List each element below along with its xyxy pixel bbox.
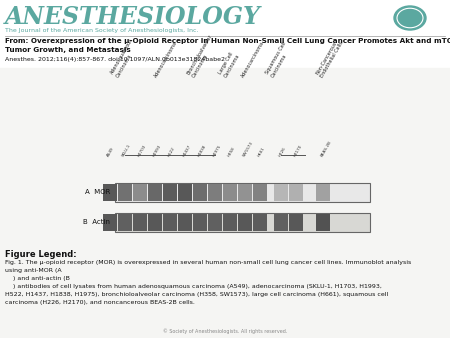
Bar	[115, 183, 370, 202]
Text: B  Actin: B Actin	[83, 219, 110, 225]
Bar	[133, 214, 148, 231]
Text: H1703: H1703	[137, 144, 147, 158]
Bar	[103, 214, 117, 231]
Text: ANESTHESIOLOGY: ANESTHESIOLOGY	[5, 5, 261, 29]
Bar	[118, 214, 132, 231]
Bar	[178, 184, 193, 201]
Bar	[178, 214, 193, 231]
Text: using anti-MOR (A: using anti-MOR (A	[5, 268, 62, 273]
Bar	[148, 214, 162, 231]
Text: ) antibodies of cell lysates from human adenosquamous carcinoma (A549), adenocar: ) antibodies of cell lysates from human …	[5, 284, 382, 289]
Bar	[253, 214, 267, 231]
Bar	[316, 184, 330, 201]
Text: BEAS-2B: BEAS-2B	[320, 140, 332, 158]
Bar	[193, 184, 207, 201]
Bar	[274, 214, 288, 231]
Bar	[163, 214, 177, 231]
Text: H1838: H1838	[197, 144, 207, 158]
Bar	[103, 184, 117, 201]
Text: H1993: H1993	[152, 144, 162, 158]
Bar	[148, 184, 162, 201]
Bar	[163, 184, 177, 201]
Text: H358: H358	[227, 147, 236, 158]
Text: Adenocarcinoma: Adenocarcinoma	[241, 40, 266, 78]
Text: H522: H522	[166, 147, 176, 158]
Bar	[208, 214, 222, 231]
Text: Large Cell
Carcinoma: Large Cell Carcinoma	[218, 50, 240, 78]
Text: The Journal of the American Society of Anesthesiologists, Inc.: The Journal of the American Society of A…	[5, 28, 198, 33]
Bar	[193, 214, 207, 231]
Text: Fig. 1. The μ-opioid receptor (MOR) is overexpressed in several human non-small : Fig. 1. The μ-opioid receptor (MOR) is o…	[5, 260, 411, 265]
Bar	[238, 214, 252, 231]
Bar	[223, 184, 238, 201]
Text: SKLU-1: SKLU-1	[122, 144, 132, 158]
Text: ) and anti-actin (B: ) and anti-actin (B	[5, 276, 70, 281]
Text: H1975: H1975	[212, 144, 222, 158]
Text: Non-Cancerous
Endothelial Cells: Non-Cancerous Endothelial Cells	[315, 38, 344, 78]
Bar	[208, 184, 222, 201]
Circle shape	[394, 6, 426, 30]
Bar	[223, 214, 238, 231]
Bar	[0, 68, 450, 338]
Bar	[274, 184, 288, 201]
Bar	[133, 184, 148, 201]
Text: Adenocarcinoma: Adenocarcinoma	[153, 40, 178, 78]
Text: SW1573: SW1573	[242, 141, 254, 158]
Bar	[289, 184, 303, 201]
Text: carcinoma (H226, H2170), and noncancerous BEAS-2B cells.: carcinoma (H226, H2170), and noncancerou…	[5, 300, 195, 305]
Bar	[0, 0, 450, 75]
Bar	[238, 184, 252, 201]
Text: A  MOR: A MOR	[85, 190, 110, 195]
Text: Anesthes. 2012;116(4):857-867. doi:10.1097/ALN.0b013e31824babe2: Anesthes. 2012;116(4):857-867. doi:10.10…	[5, 57, 225, 62]
Text: H226: H226	[278, 147, 287, 158]
Bar	[316, 214, 330, 231]
Bar	[118, 184, 132, 201]
Text: Bronchioloalveolar
Carcinoma: Bronchioloalveolar Carcinoma	[186, 33, 219, 78]
Text: H661: H661	[256, 147, 266, 158]
Text: Adenosquamous
Carcinoma: Adenosquamous Carcinoma	[110, 38, 140, 78]
Text: © Society of Anesthesiologists. All rights reserved.: © Society of Anesthesiologists. All righ…	[163, 329, 287, 334]
Bar	[253, 184, 267, 201]
Text: Tumor Growth, and Metastasis: Tumor Growth, and Metastasis	[5, 47, 131, 53]
Text: H2170: H2170	[292, 144, 303, 158]
Text: H522, H1437, H1838, H1975), bronchioloalveolar carcinoma (H358, SW1573), large c: H522, H1437, H1838, H1975), bronchioloal…	[5, 292, 388, 297]
Text: A549: A549	[107, 147, 116, 158]
Text: H1437: H1437	[182, 145, 192, 158]
Bar	[115, 213, 370, 232]
Text: Squamous Cell
Carcinoma: Squamous Cell Carcinoma	[265, 41, 293, 78]
Text: From: Overexpression of the μ-Opioid Receptor in Human Non-Small Cell Lung Cance: From: Overexpression of the μ-Opioid Rec…	[5, 38, 450, 44]
Bar	[289, 214, 303, 231]
Text: Figure Legend:: Figure Legend:	[5, 250, 76, 259]
